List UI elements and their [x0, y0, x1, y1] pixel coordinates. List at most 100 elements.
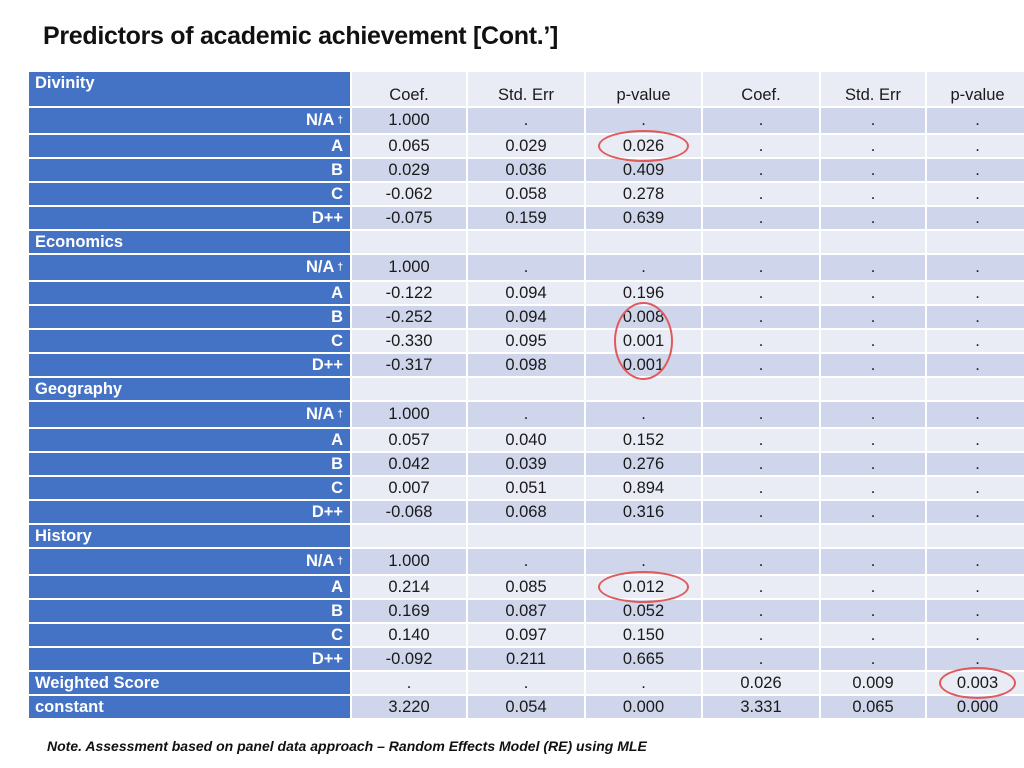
- row-label: A: [29, 135, 350, 157]
- table-cell: .: [821, 282, 925, 304]
- table-cell: .: [927, 108, 1024, 133]
- table-cell: 0.058: [468, 183, 584, 205]
- row-label-text: N/A: [306, 258, 335, 276]
- row-label-text: D++: [311, 355, 343, 374]
- table-cell: 0.098: [468, 354, 584, 376]
- table-cell: .: [468, 672, 584, 694]
- table-cell: .: [352, 672, 466, 694]
- table-cell: .: [927, 429, 1024, 451]
- row-label-text: N/A: [306, 405, 335, 423]
- table-cell: .: [703, 255, 819, 280]
- table-cell: -0.122: [352, 282, 466, 304]
- row-label: B: [29, 306, 350, 328]
- table-cell: [703, 378, 819, 400]
- table-cell: .: [703, 624, 819, 646]
- column-header: Coef.: [703, 72, 819, 106]
- table-cell: 3.331: [703, 696, 819, 718]
- table-cell: 0.097: [468, 624, 584, 646]
- table-cell: .: [821, 306, 925, 328]
- table-cell: -0.330: [352, 330, 466, 352]
- table-cell: [352, 231, 466, 253]
- column-header: Std. Err: [821, 72, 925, 106]
- table-cell: 0.150: [586, 624, 701, 646]
- table-cell: 0.894: [586, 477, 701, 499]
- table-cell: .: [927, 453, 1024, 475]
- table-cell: [586, 525, 701, 547]
- table-cell: .: [821, 549, 925, 574]
- table-cell: .: [586, 108, 701, 133]
- table-cell: .: [468, 255, 584, 280]
- table-cell: 0.054: [468, 696, 584, 718]
- table-cell: 0.196: [586, 282, 701, 304]
- table-cell: 0.169: [352, 600, 466, 622]
- table-cell: .: [821, 255, 925, 280]
- table-cell: .: [703, 648, 819, 670]
- row-label: A: [29, 429, 350, 451]
- row-label: N/A †: [29, 549, 350, 574]
- table-cell: 0.214: [352, 576, 466, 598]
- table-cell: [468, 525, 584, 547]
- table-cell: 0.639: [586, 207, 701, 229]
- row-label-text: constant: [35, 697, 104, 716]
- table-cell: .: [927, 159, 1024, 181]
- row-label-text: D++: [311, 649, 343, 668]
- table-cell: -0.062: [352, 183, 466, 205]
- table-cell: .: [821, 402, 925, 427]
- table-cell: .: [703, 576, 819, 598]
- table-cell: 1.000: [352, 549, 466, 574]
- table-cell: 0.085: [468, 576, 584, 598]
- table-cell: 1.000: [352, 402, 466, 427]
- section-label: History: [29, 525, 350, 547]
- table-cell: 0.007: [352, 477, 466, 499]
- table-cell: 0.095: [468, 330, 584, 352]
- row-label-text: A: [331, 283, 343, 302]
- row-label-text: N/A: [306, 552, 335, 570]
- table-cell: [468, 231, 584, 253]
- table-cell: -0.068: [352, 501, 466, 523]
- table-cell: -0.075: [352, 207, 466, 229]
- column-header: p-value: [927, 72, 1024, 106]
- table-cell: .: [821, 135, 925, 157]
- table-cell: .: [586, 402, 701, 427]
- table-cell: .: [703, 477, 819, 499]
- row-label: N/A †: [29, 255, 350, 280]
- row-label-text: B: [331, 454, 343, 473]
- table-cell: .: [468, 108, 584, 133]
- section-label: constant: [29, 696, 350, 718]
- table-cell: [927, 525, 1024, 547]
- row-label-text: N/A: [306, 111, 335, 129]
- table-cell: -0.252: [352, 306, 466, 328]
- table-cell: .: [927, 501, 1024, 523]
- table-cell: 0.409: [586, 159, 701, 181]
- table-cell: .: [821, 330, 925, 352]
- table-cell: .: [703, 354, 819, 376]
- table-cell: 0.026: [586, 135, 701, 157]
- table-cell: .: [821, 477, 925, 499]
- row-label: N/A †: [29, 108, 350, 133]
- table-cell: 1.000: [352, 255, 466, 280]
- table-cell: 0.029: [352, 159, 466, 181]
- row-label-text: D++: [311, 502, 343, 521]
- row-label: B: [29, 159, 350, 181]
- table-cell: 0.000: [586, 696, 701, 718]
- row-label-text: History: [35, 526, 92, 545]
- table-cell: .: [927, 183, 1024, 205]
- row-label-text: C: [331, 478, 343, 497]
- table-cell: 0.065: [352, 135, 466, 157]
- table-cell: .: [927, 402, 1024, 427]
- table-cell: [821, 378, 925, 400]
- table-cell: .: [586, 549, 701, 574]
- table-cell: .: [821, 624, 925, 646]
- row-label-text: Weighted Score: [35, 673, 160, 692]
- row-label-text: A: [331, 577, 343, 596]
- table-cell: .: [927, 306, 1024, 328]
- table-cell: .: [703, 135, 819, 157]
- table-cell: .: [703, 501, 819, 523]
- table-cell: 0.012: [586, 576, 701, 598]
- table-cell: .: [586, 255, 701, 280]
- table-cell: [468, 378, 584, 400]
- table-cell: 0.140: [352, 624, 466, 646]
- row-label: N/A †: [29, 402, 350, 427]
- row-label-text: B: [331, 160, 343, 179]
- table-cell: .: [821, 600, 925, 622]
